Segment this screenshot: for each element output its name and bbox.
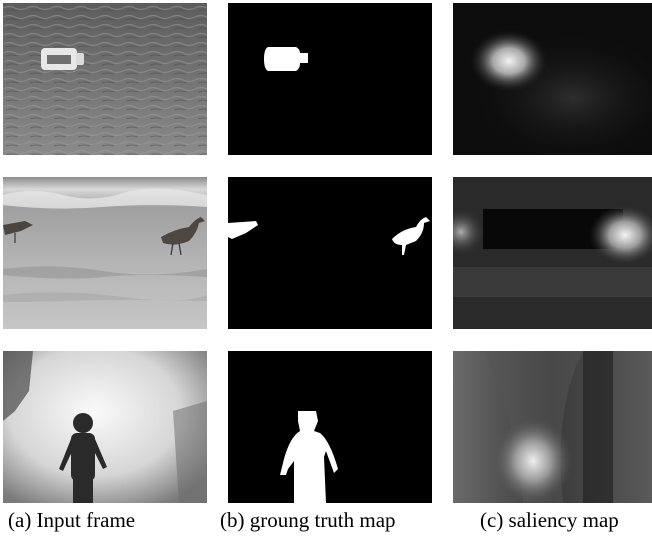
input-frame-birds bbox=[3, 177, 207, 329]
ground-truth-map-birds bbox=[228, 177, 432, 329]
caption-ground-truth-map: (b) groung truth map bbox=[220, 508, 396, 532]
input-frame-bottle bbox=[3, 3, 207, 155]
saliency-map-birds bbox=[453, 177, 652, 329]
saliency-map-bottle bbox=[453, 3, 652, 155]
caption-input-frame: (a) Input frame bbox=[8, 508, 136, 532]
bottle-shape bbox=[41, 48, 84, 70]
bird-right bbox=[161, 217, 205, 256]
caption-saliency-map: (c) saliency map bbox=[480, 508, 619, 532]
ground-truth-map-cyclist bbox=[228, 351, 432, 503]
saliency-map-cyclist bbox=[453, 351, 652, 503]
cyclist-figure bbox=[59, 413, 107, 503]
bird-left bbox=[3, 221, 33, 243]
input-frame-cyclist bbox=[3, 351, 207, 503]
ground-truth-map-bottle bbox=[228, 3, 432, 155]
